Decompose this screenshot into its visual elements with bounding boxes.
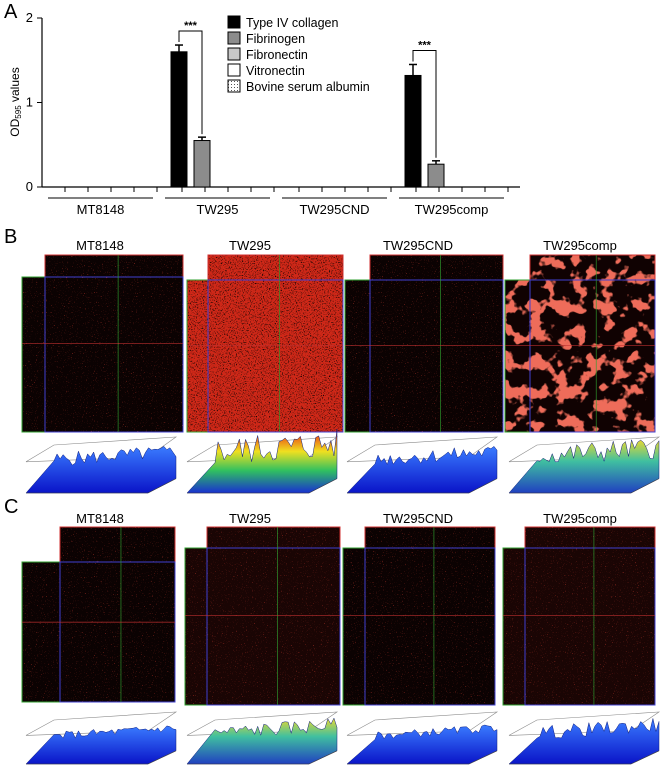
panel-label: B [4, 226, 17, 248]
image-speckle [208, 280, 343, 432]
surface [25, 725, 177, 765]
image-speckle [60, 562, 175, 702]
image-speckle [345, 280, 370, 432]
legend-swatch [227, 31, 241, 45]
legend-label: Fibrinogen [246, 32, 305, 46]
image-speckle [45, 277, 183, 432]
main-frame [207, 279, 344, 433]
image-speckle [22, 277, 45, 432]
panel-label: A [4, 1, 18, 23]
bar [404, 74, 422, 188]
image-blobs [530, 255, 655, 280]
image-title: TW295 [229, 511, 271, 526]
surface [346, 724, 498, 765]
image-title: MT8148 [76, 238, 124, 253]
image-title: TW295comp [543, 238, 617, 253]
surface [508, 438, 660, 494]
image-speckle [208, 255, 343, 280]
image-title: TW295comp [543, 511, 617, 526]
surface [25, 446, 177, 494]
surface-axis [630, 478, 660, 494]
y-axis-label: OD595 values [8, 67, 23, 136]
surface [346, 446, 498, 494]
legend-label: Bovine serum albumin [246, 80, 370, 94]
x-category-label: TW295CND [299, 202, 369, 217]
panel-label: C [4, 496, 18, 518]
image-blobs [505, 280, 530, 432]
x-category-label: TW295comp [415, 202, 489, 217]
surface-axis [147, 478, 177, 494]
significance-bracket [178, 30, 203, 135]
x-category-label: MT8148 [77, 202, 125, 217]
legend-label: Type IV collagen [246, 16, 338, 30]
image-speckle [525, 548, 655, 705]
legend-swatch [227, 47, 241, 61]
image-speckle [207, 527, 340, 548]
surface [508, 718, 660, 765]
image-title: TW295CND [383, 238, 453, 253]
image-speckle [370, 255, 503, 280]
image-speckle [185, 548, 207, 705]
image-speckle [525, 527, 655, 548]
x-category-label: TW295 [197, 202, 239, 217]
y-label-text: OD [8, 118, 22, 136]
y-label-suffix: values [8, 67, 22, 105]
y-tick-label: 2 [26, 10, 33, 25]
surface-axis [308, 478, 338, 494]
surface-axis [147, 750, 177, 765]
legend-swatch [227, 79, 241, 93]
surface-axis [468, 750, 498, 765]
image-speckle [365, 527, 495, 548]
main-frame [206, 547, 341, 706]
surface [186, 428, 338, 494]
image-speckle [370, 280, 503, 432]
image-blobs [530, 280, 655, 432]
main-frame [364, 547, 496, 706]
legend-label: Fibronectin [246, 48, 308, 62]
significance-label: *** [184, 20, 198, 32]
y-tick-label: 1 [26, 95, 33, 110]
image-title: MT8148 [76, 511, 124, 526]
image-speckle [45, 255, 183, 277]
image-speckle [207, 548, 340, 705]
surface-axis [308, 750, 338, 765]
surface [186, 717, 338, 765]
bar [193, 140, 211, 188]
image-speckle [503, 548, 525, 705]
legend-label: Vitronectin [246, 64, 305, 78]
image-speckle [343, 548, 365, 705]
image-speckle [60, 527, 175, 562]
main-frame [369, 279, 504, 433]
significance-label: *** [418, 39, 432, 51]
main-frame [59, 561, 176, 703]
bar [427, 163, 445, 188]
y-label-subscript: 595 [14, 105, 23, 119]
image-title: TW295 [229, 238, 271, 253]
main-frame [44, 276, 184, 433]
main-frame [529, 279, 656, 433]
bar [170, 51, 188, 188]
surface-axis [468, 478, 498, 494]
legend-swatch [227, 63, 241, 77]
image-speckle [187, 280, 208, 432]
image-speckle [22, 562, 60, 702]
legend-swatch [227, 15, 241, 29]
image-title: TW295CND [383, 511, 453, 526]
main-frame [524, 547, 656, 706]
surface-axis [630, 750, 660, 765]
significance-bracket [412, 49, 437, 158]
y-tick-label: 0 [26, 179, 33, 194]
image-speckle [365, 548, 495, 705]
